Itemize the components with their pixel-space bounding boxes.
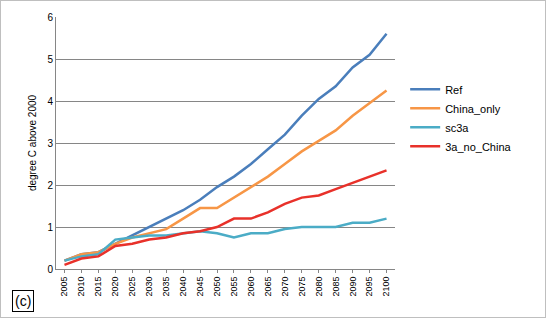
svg-text:2070: 2070 [280, 277, 290, 297]
svg-text:degree C above 2000: degree C above 2000 [27, 94, 38, 191]
svg-text:2035: 2035 [161, 277, 171, 297]
svg-text:0: 0 [47, 264, 53, 275]
svg-text:5: 5 [47, 54, 53, 65]
svg-text:2085: 2085 [331, 277, 341, 297]
svg-text:2025: 2025 [127, 277, 137, 297]
svg-text:2065: 2065 [263, 277, 273, 297]
svg-text:2: 2 [47, 180, 53, 191]
svg-text:China_only: China_only [445, 103, 501, 115]
svg-text:sc3a: sc3a [445, 122, 469, 134]
svg-text:2050: 2050 [212, 277, 222, 297]
svg-text:2005: 2005 [59, 277, 69, 297]
svg-text:2020: 2020 [110, 277, 120, 297]
svg-text:2080: 2080 [314, 277, 324, 297]
svg-text:4: 4 [47, 96, 53, 107]
svg-text:2015: 2015 [93, 277, 103, 297]
svg-text:1: 1 [47, 222, 53, 233]
svg-text:3a_no_China: 3a_no_China [445, 141, 511, 153]
svg-text:2095: 2095 [365, 277, 375, 297]
svg-text:2040: 2040 [178, 277, 188, 297]
svg-text:Ref: Ref [445, 84, 463, 96]
svg-text:2055: 2055 [229, 277, 239, 297]
svg-text:6: 6 [47, 12, 53, 23]
svg-text:2030: 2030 [144, 277, 154, 297]
svg-text:2100: 2100 [381, 277, 391, 297]
svg-text:(c): (c) [15, 293, 31, 309]
svg-text:2060: 2060 [246, 277, 256, 297]
svg-text:2010: 2010 [76, 277, 86, 297]
svg-text:2045: 2045 [195, 277, 205, 297]
svg-text:2075: 2075 [297, 277, 307, 297]
svg-text:2090: 2090 [348, 277, 358, 297]
svg-text:3: 3 [47, 138, 53, 149]
